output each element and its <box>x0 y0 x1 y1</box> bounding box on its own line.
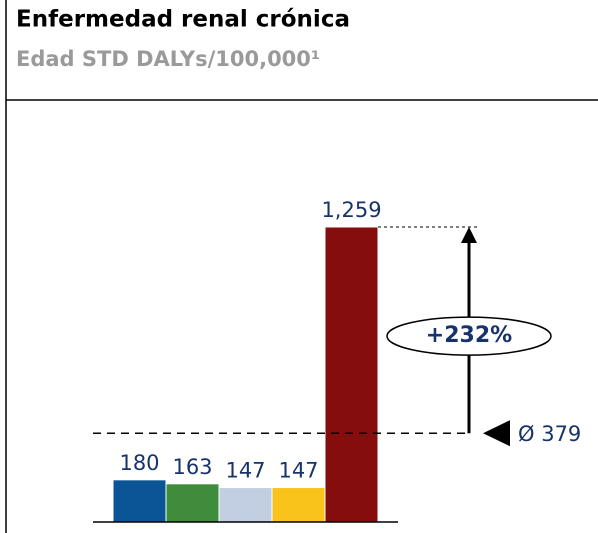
bar <box>112 479 167 523</box>
annotation: +232% <box>426 323 512 348</box>
chart-title: Enfermedad renal crónica <box>16 7 350 33</box>
average-label: Ø 379 <box>518 422 581 446</box>
bar <box>271 487 326 523</box>
bar <box>324 226 379 523</box>
value-label: 147 <box>278 459 318 483</box>
bar <box>218 487 273 523</box>
value-label: 1,259 <box>321 198 381 222</box>
value-label: 147 <box>225 459 265 483</box>
arrow-head <box>461 226 477 243</box>
chart-subtitle: Edad STD DALYs/100,000¹ <box>16 47 320 71</box>
value-label: 180 <box>119 451 159 475</box>
average-marker <box>483 420 510 447</box>
bar <box>165 483 220 523</box>
value-label: 163 <box>172 455 212 479</box>
annotation-box <box>386 316 552 356</box>
